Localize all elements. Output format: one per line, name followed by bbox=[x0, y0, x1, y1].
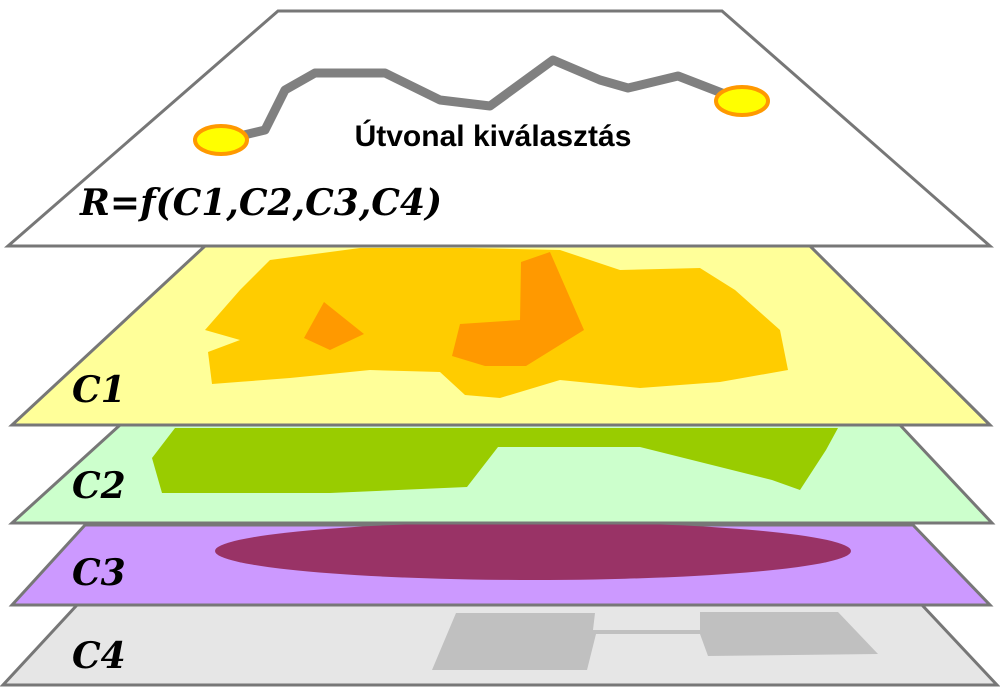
c3-label: C3 bbox=[72, 552, 126, 594]
route-formula: R=f(C1,C2,C3,C4) bbox=[79, 182, 442, 224]
c1-core-right bbox=[452, 252, 584, 366]
c1-label: C1 bbox=[72, 369, 126, 411]
route-line bbox=[218, 55, 745, 145]
route-plane bbox=[3, 9, 994, 248]
layer-c2: C2 bbox=[8, 423, 996, 525]
route-end-point bbox=[714, 85, 770, 117]
c2-label: C2 bbox=[72, 465, 126, 507]
c1-core-left bbox=[304, 302, 364, 350]
route-start-point bbox=[193, 124, 249, 156]
layer-c4: C4 bbox=[0, 603, 1000, 687]
layer-route-selection: Útvonal kiválasztás R=f(C1,C2,C3,C4) bbox=[3, 9, 994, 248]
layer-c3: C3 bbox=[8, 522, 994, 607]
c4-region bbox=[432, 612, 878, 670]
route-title: Útvonal kiválasztás bbox=[355, 119, 632, 153]
layer-c1: C1 bbox=[8, 244, 994, 427]
c3-region bbox=[215, 522, 851, 580]
c4-label: C4 bbox=[72, 635, 126, 677]
c2-region bbox=[152, 428, 838, 493]
